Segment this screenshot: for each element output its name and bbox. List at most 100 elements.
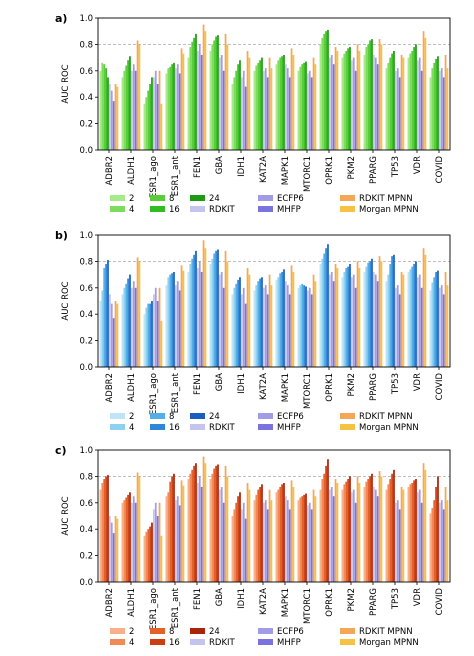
bar [308, 502, 311, 582]
bar [226, 44, 229, 150]
bar [239, 60, 241, 150]
panel-label: b) [55, 229, 68, 242]
legend-label: Morgan MPNN [359, 205, 419, 215]
bar [391, 53, 393, 150]
bar [330, 54, 333, 150]
bar [329, 57, 331, 150]
bar [171, 273, 173, 367]
bar [220, 486, 223, 582]
bar [136, 257, 139, 367]
bar [417, 492, 419, 582]
bar [173, 271, 175, 367]
bar [351, 492, 353, 582]
bar [387, 274, 390, 367]
bar [354, 70, 357, 150]
bar [380, 261, 383, 367]
legend-swatch [150, 195, 165, 201]
bar [431, 68, 434, 150]
x-tick-label: GBA [215, 156, 225, 174]
bar [127, 494, 129, 582]
bar [351, 60, 353, 150]
bar [209, 479, 212, 582]
bar [178, 73, 181, 150]
bar [121, 77, 124, 150]
bar [437, 476, 439, 582]
bar [187, 57, 190, 150]
legend-label: 8 [169, 194, 174, 204]
x-tick-label: COVID [435, 156, 445, 184]
bar [112, 533, 115, 582]
x-tick-label: OPRK1 [325, 156, 335, 185]
bar [253, 500, 256, 582]
chart-panel-2: ADBR2 ALDH1 ESR1_ago ESR1_ant FEN1 GBA IDH1 KAT… [55, 229, 451, 433]
legend-label: RDKIT MPNN [359, 627, 413, 637]
bar [154, 70, 157, 150]
x-tick-label: IDH1 [237, 156, 247, 177]
legend-swatch [258, 639, 273, 645]
bar [429, 513, 432, 582]
bar [376, 496, 379, 582]
bar [129, 274, 131, 367]
legend-swatch [340, 413, 355, 419]
bar [369, 261, 371, 367]
bar [297, 287, 300, 367]
bar [323, 473, 326, 582]
bar [213, 253, 216, 367]
bar [424, 469, 427, 582]
bar [303, 62, 305, 150]
bar [158, 502, 161, 582]
bar [407, 486, 410, 582]
bar [288, 294, 291, 367]
bar [242, 502, 245, 582]
legend-label: RDKIT [209, 423, 236, 433]
bar [380, 44, 383, 150]
bar [114, 84, 117, 150]
x-tick-label: ALDH1 [127, 588, 137, 617]
y-tick-label: 0.4 [79, 310, 93, 320]
bar [286, 68, 289, 150]
legend-label: 24 [209, 627, 220, 637]
bar [286, 500, 289, 582]
bar [292, 54, 295, 150]
legend-swatch [150, 413, 165, 419]
legend-label: 4 [129, 638, 134, 648]
bar [352, 489, 355, 582]
bar [116, 303, 119, 367]
bar [211, 258, 214, 367]
bar [99, 70, 102, 150]
bar [308, 287, 311, 367]
bar [211, 44, 214, 150]
bar [349, 476, 351, 582]
bar [132, 281, 135, 367]
legend-swatch [110, 206, 125, 212]
bar [285, 496, 287, 582]
bar [107, 77, 109, 150]
bar [222, 70, 225, 150]
bar [358, 51, 361, 150]
bar [356, 44, 359, 150]
bar [266, 509, 269, 582]
x-tick-label: VDR [413, 588, 423, 606]
x-tick-label: KAT2A [259, 156, 269, 183]
bar [286, 285, 289, 367]
legend-label: 4 [129, 205, 134, 215]
bar [197, 51, 199, 150]
bar [158, 70, 161, 150]
chart-panel-3: ADBR2 ALDH1 ESR1_ago ESR1_ant FEN1 GBA IDH1 KAT… [55, 444, 451, 648]
bar [418, 274, 421, 367]
bar [103, 268, 106, 367]
bar [341, 277, 344, 367]
bar [297, 70, 300, 150]
bar [182, 53, 185, 150]
x-tick-label: IDH1 [237, 373, 247, 394]
bar [290, 48, 293, 150]
bar [99, 301, 102, 367]
x-tick-label: KAT2A [259, 373, 269, 400]
bar [347, 48, 349, 150]
bar [336, 51, 339, 150]
bar [393, 51, 395, 150]
bar [226, 476, 229, 582]
bar [149, 303, 151, 367]
bar [420, 287, 423, 367]
